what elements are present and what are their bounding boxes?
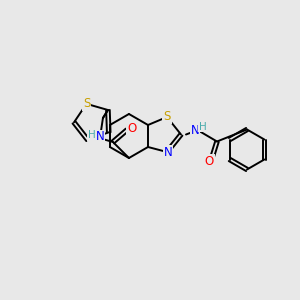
Text: S: S: [83, 97, 90, 110]
Text: N: N: [96, 130, 104, 143]
Text: O: O: [127, 122, 136, 134]
Text: H: H: [88, 130, 96, 140]
Text: H: H: [199, 122, 207, 131]
Text: N: N: [190, 124, 200, 137]
Text: S: S: [163, 110, 171, 124]
Text: N: N: [164, 146, 172, 158]
Text: O: O: [204, 155, 214, 168]
